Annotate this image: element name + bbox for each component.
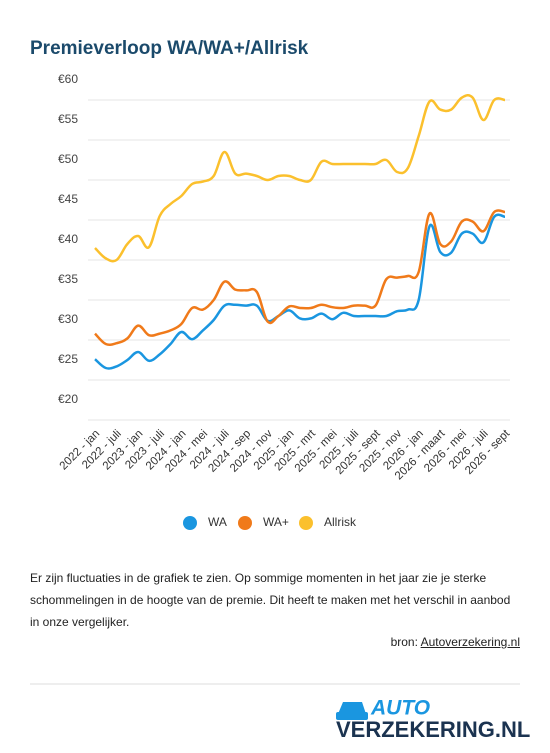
legend-label: WA xyxy=(208,515,227,529)
logo-bottom: VERZEKERING.NL xyxy=(336,717,530,742)
y-tick-label: €30 xyxy=(58,312,78,326)
y-tick-label: €35 xyxy=(58,272,78,286)
legend-label: WA+ xyxy=(263,515,289,529)
logo-top: AUTO xyxy=(370,697,430,720)
y-tick-label: €25 xyxy=(58,352,78,366)
chart-title: Premieverloop WA/WA+/Allrisk xyxy=(30,38,309,59)
legend-marker xyxy=(238,516,252,530)
series-line xyxy=(94,94,506,263)
source-prefix: bron: xyxy=(390,635,418,649)
legend-marker xyxy=(299,516,313,530)
legend-label: Allrisk xyxy=(324,515,357,529)
y-tick-label: €20 xyxy=(58,392,78,406)
y-tick-label: €45 xyxy=(58,192,78,206)
y-tick-label: €50 xyxy=(58,152,78,166)
y-tick-label: €60 xyxy=(58,72,78,86)
description: Er zijn fluctuaties in de grafiek te zie… xyxy=(30,571,511,629)
logo-icon xyxy=(336,702,368,720)
legend-marker xyxy=(183,516,197,530)
source-link[interactable]: Autoverzekering.nl xyxy=(420,635,520,649)
y-tick-label: €40 xyxy=(58,232,78,246)
source: bron: Autoverzekering.nl xyxy=(391,635,520,649)
y-tick-label: €55 xyxy=(58,112,78,126)
series-line xyxy=(94,213,506,370)
series-line xyxy=(94,209,506,347)
